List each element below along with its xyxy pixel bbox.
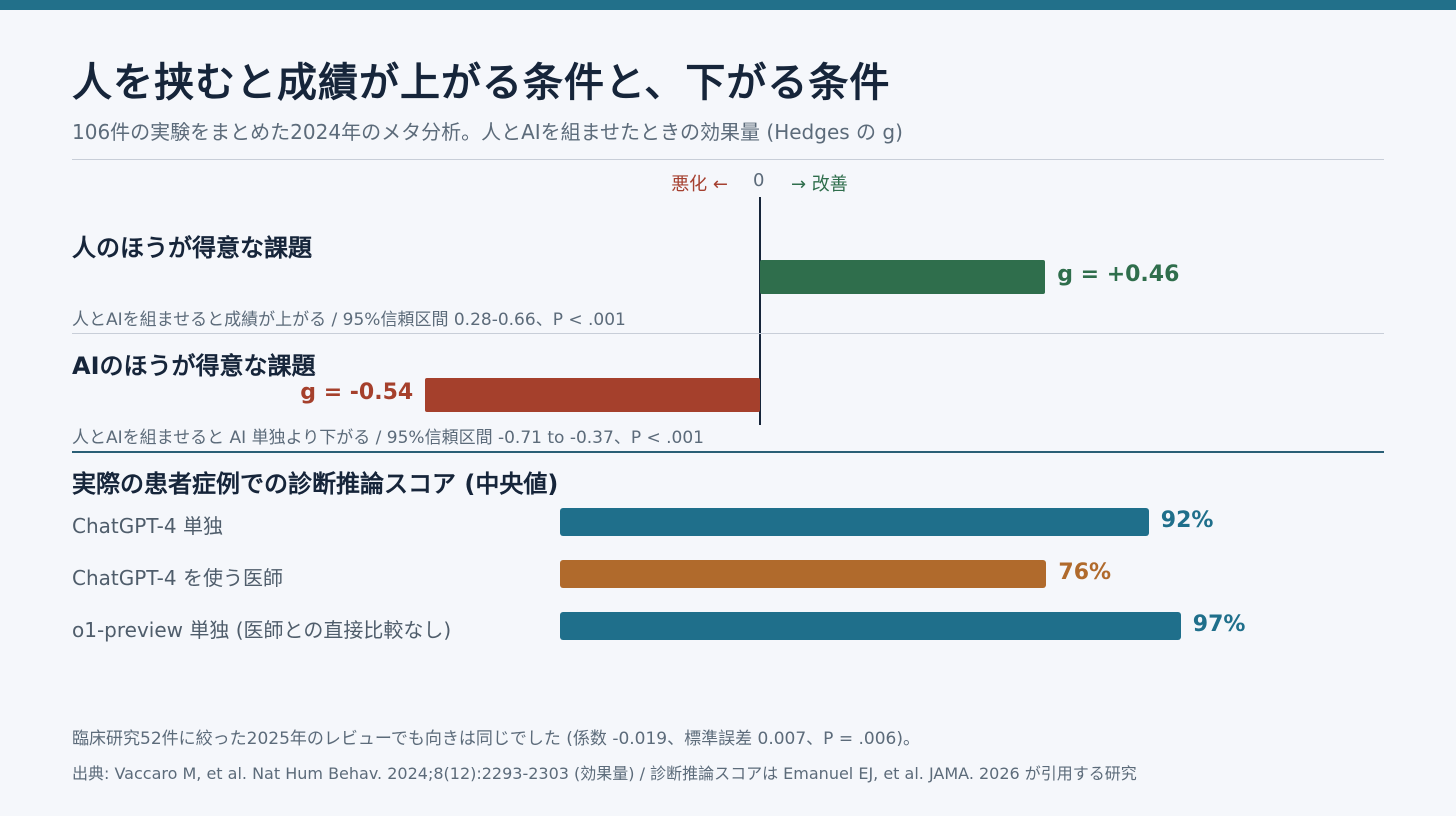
footnote-review: 臨床研究52件に絞った2025年のレビューでも向きは同じでした (係数 -0.0… [72, 729, 920, 749]
score-label-physician: ChatGPT-4 を使う医師 [72, 566, 283, 590]
axis-zero-label: 0 [753, 170, 765, 191]
score-label-chatgpt4: ChatGPT-4 単独 [72, 514, 223, 538]
axis-better-label: → 改善 [791, 174, 848, 195]
effect-row-divider [72, 333, 1384, 334]
effect-note-ai: 人とAIを組ませると AI 単独より下がる / 95%信頼区間 -0.71 to… [72, 428, 704, 448]
top-accent-bar [0, 0, 1456, 10]
effect-bar-ai [425, 378, 760, 412]
score-bar-chatgpt4 [560, 508, 1149, 536]
axis-worse-label: 悪化 ← [671, 174, 728, 195]
effect-category-human: 人のほうが得意な課題 [72, 234, 312, 262]
zero-axis-line [759, 197, 761, 425]
effect-note-human: 人とAIを組ませると成績が上がる / 95%信頼区間 0.28-0.66、P <… [72, 310, 626, 330]
score-bar-physician [560, 560, 1047, 588]
footnote-source: 出典: Vaccaro M, et al. Nat Hum Behav. 202… [72, 764, 1137, 783]
page-subtitle: 106件の実験をまとめた2024年のメタ分析。人とAIを組ませたときの効果量 (… [72, 120, 903, 144]
score-value-physician: 76% [1058, 560, 1112, 585]
page-title: 人を挟むと成績が上がる条件と、下がる条件 [72, 60, 891, 106]
score-bar-o1preview [560, 612, 1181, 640]
score-value-chatgpt4: 92% [1160, 508, 1214, 533]
section-divider [72, 451, 1384, 453]
score-value-o1preview: 97% [1192, 612, 1246, 637]
header-divider [72, 159, 1384, 160]
effect-label-human: g = +0.46 [1057, 262, 1180, 287]
effect-category-ai: AIのほうが得意な課題 [72, 352, 316, 380]
effect-bar-human [760, 260, 1046, 294]
score-chart-title: 実際の患者症例での診断推論スコア (中央値) [72, 470, 559, 498]
effect-label-ai: g = -0.54 [300, 380, 414, 405]
score-label-o1preview: o1-preview 単独 (医師との直接比較なし) [72, 618, 452, 642]
